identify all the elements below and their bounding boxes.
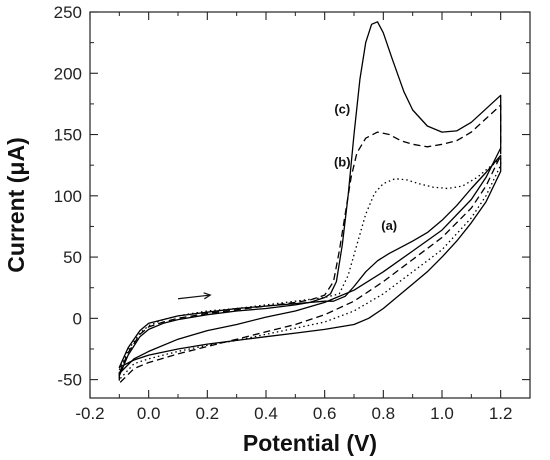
scan-direction-arrow	[177, 294, 211, 300]
series-group	[118, 21, 502, 384]
x-tick-label: 0.8	[372, 404, 396, 423]
axes: -0.2 0.0 0.2 0.4 0.6 0.8 1.0 1.2 250 200 150 100 50 0…	[54, 3, 531, 423]
x-axis-title: Potential (V)	[243, 430, 377, 456]
x-tick-label: 1.0	[430, 404, 454, 423]
x-tick-label: 0.0	[137, 404, 161, 423]
plot-frame	[89, 11, 531, 399]
y-tick-label: 0	[73, 309, 82, 328]
y-tick-label: 50	[63, 248, 82, 267]
curve-label: (a)	[381, 218, 397, 233]
cv-curve-dashed-1	[118, 104, 502, 384]
annotations: (c) (b) (a)	[177, 102, 397, 300]
cv-curve-solid-3	[118, 154, 502, 369]
curve-label: (b)	[334, 154, 351, 169]
arrow-head	[203, 292, 212, 300]
y-tick-label: 250	[54, 3, 82, 22]
x-tick-label: 0.2	[196, 404, 220, 423]
y-axis-title: Current (μA)	[3, 137, 29, 272]
y-tick-label: 100	[54, 187, 82, 206]
y-tick-label: -50	[57, 371, 82, 390]
y-tick-label: 150	[54, 126, 82, 145]
x-tick-label: 0.4	[254, 404, 278, 423]
cv-curve-solid-0	[118, 21, 502, 377]
x-tick-label: 0.6	[313, 404, 337, 423]
y-tick-label: 200	[54, 64, 82, 83]
x-tick-label: 1.2	[489, 404, 513, 423]
curve-label: (c)	[334, 102, 350, 117]
cv-curve-dotted-2	[118, 158, 502, 381]
x-tick-label: -0.2	[75, 404, 104, 423]
